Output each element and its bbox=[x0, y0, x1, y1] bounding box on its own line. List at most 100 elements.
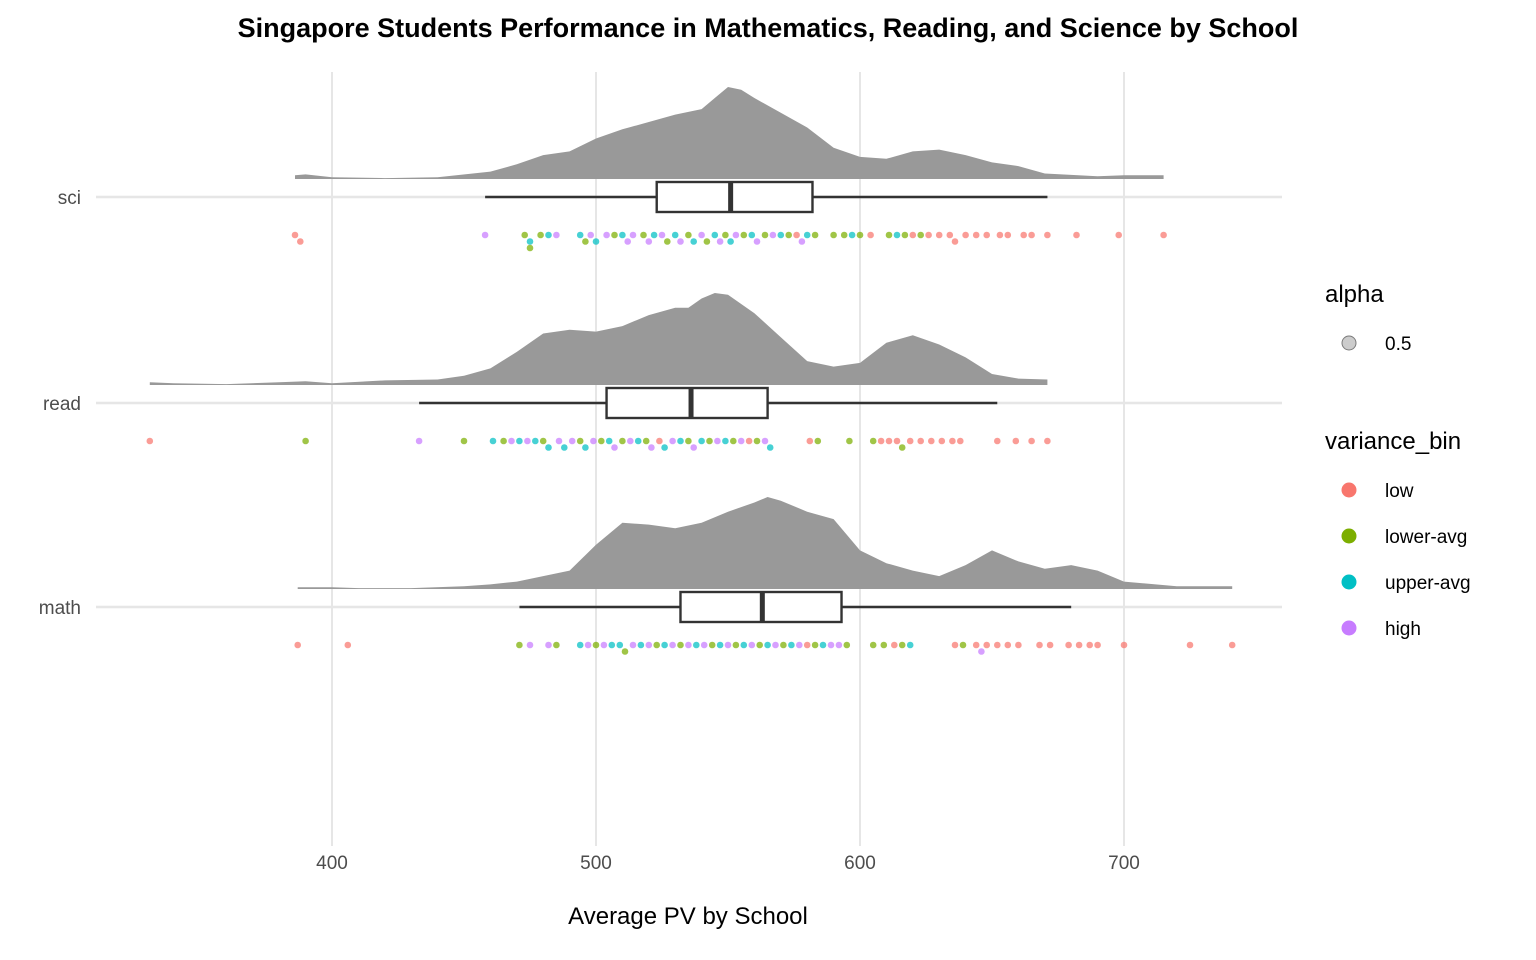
point-sci-19 bbox=[645, 238, 653, 245]
point-math-13 bbox=[629, 641, 637, 649]
point-sci-29 bbox=[711, 231, 719, 239]
point-math-29 bbox=[756, 641, 763, 649]
point-sci-7 bbox=[545, 231, 552, 239]
point-math-39 bbox=[835, 641, 843, 649]
point-read-43 bbox=[814, 437, 822, 445]
point-read-22 bbox=[627, 437, 634, 445]
point-math-57 bbox=[1075, 641, 1083, 649]
point-sci-2 bbox=[481, 231, 489, 239]
point-sci-10 bbox=[582, 238, 589, 245]
chart-title: Singapore Students Performance in Mathem… bbox=[238, 13, 1299, 43]
point-sci-69 bbox=[1160, 231, 1167, 239]
point-sci-18 bbox=[640, 231, 647, 239]
point-read-9 bbox=[532, 437, 539, 445]
point-sci-17 bbox=[629, 231, 637, 239]
point-read-18 bbox=[598, 437, 605, 445]
point-sci-36 bbox=[753, 238, 761, 245]
point-sci-58 bbox=[951, 238, 959, 245]
point-sci-13 bbox=[603, 231, 610, 239]
point-math-40 bbox=[843, 641, 851, 649]
y-tick-label-sci: sci bbox=[58, 188, 81, 209]
point-sci-25 bbox=[685, 231, 692, 239]
point-math-43 bbox=[891, 641, 898, 649]
point-read-49 bbox=[898, 444, 906, 451]
point-sci-27 bbox=[698, 231, 705, 239]
point-math-58 bbox=[1086, 641, 1093, 649]
point-sci-53 bbox=[909, 231, 917, 239]
point-read-52 bbox=[928, 437, 935, 445]
point-read-26 bbox=[656, 437, 663, 445]
point-sci-22 bbox=[664, 238, 671, 245]
point-math-0 bbox=[294, 641, 302, 649]
point-sci-68 bbox=[1115, 231, 1122, 239]
point-sci-46 bbox=[840, 231, 848, 239]
point-read-6 bbox=[508, 437, 515, 445]
point-read-28 bbox=[669, 437, 676, 445]
point-sci-16 bbox=[624, 238, 631, 245]
point-math-3 bbox=[526, 641, 534, 649]
point-sci-57 bbox=[946, 231, 954, 239]
legend-key-low bbox=[1341, 482, 1357, 498]
point-math-26 bbox=[732, 641, 740, 649]
point-sci-44 bbox=[811, 231, 819, 239]
x-tick-label-600: 600 bbox=[844, 853, 876, 874]
point-math-33 bbox=[788, 641, 795, 649]
y-tick-label-read: read bbox=[43, 394, 81, 415]
point-read-48 bbox=[893, 437, 901, 445]
point-math-46 bbox=[951, 641, 959, 649]
point-sci-40 bbox=[785, 231, 792, 239]
point-sci-63 bbox=[1004, 231, 1012, 239]
point-sci-3 bbox=[521, 231, 528, 239]
point-math-10 bbox=[608, 641, 616, 649]
series-sci bbox=[291, 87, 1167, 252]
point-sci-60 bbox=[972, 231, 980, 239]
point-sci-8 bbox=[553, 231, 560, 239]
point-math-42 bbox=[880, 641, 888, 649]
point-sci-1 bbox=[297, 238, 304, 245]
x-tick-label-700: 700 bbox=[1108, 853, 1140, 874]
point-math-60 bbox=[1120, 641, 1128, 649]
x-tick-label-400: 400 bbox=[316, 853, 348, 874]
point-read-31 bbox=[690, 444, 697, 451]
series-read bbox=[146, 293, 1051, 451]
point-read-34 bbox=[714, 437, 721, 445]
point-sci-45 bbox=[830, 231, 837, 239]
point-math-2 bbox=[516, 641, 523, 649]
point-sci-35 bbox=[748, 231, 756, 239]
point-sci-55 bbox=[925, 231, 932, 239]
point-sci-31 bbox=[722, 231, 729, 239]
point-read-45 bbox=[869, 437, 877, 445]
point-sci-59 bbox=[962, 231, 969, 239]
x-axis-ticks: 400 500 600 700 bbox=[316, 853, 1140, 874]
point-read-14 bbox=[568, 437, 576, 445]
legend-alpha-value: 0.5 bbox=[1385, 334, 1411, 355]
legend-key-high bbox=[1341, 620, 1357, 636]
point-read-15 bbox=[576, 437, 584, 445]
point-read-44 bbox=[846, 437, 853, 445]
point-read-40 bbox=[761, 437, 769, 445]
legend-variance-title: variance_bin bbox=[1325, 428, 1461, 455]
point-read-12 bbox=[555, 437, 563, 445]
point-sci-5 bbox=[526, 244, 534, 252]
point-sci-47 bbox=[848, 231, 856, 239]
point-math-37 bbox=[819, 641, 827, 649]
point-math-49 bbox=[978, 648, 985, 655]
legend-key-lower-avg bbox=[1341, 528, 1357, 544]
point-read-20 bbox=[611, 444, 618, 451]
point-math-6 bbox=[576, 641, 584, 649]
point-sci-61 bbox=[983, 231, 990, 239]
point-math-22 bbox=[700, 641, 708, 649]
point-math-55 bbox=[1046, 641, 1054, 649]
point-read-47 bbox=[885, 437, 893, 445]
point-math-56 bbox=[1065, 641, 1072, 649]
point-math-15 bbox=[645, 641, 653, 649]
point-sci-42 bbox=[798, 238, 806, 245]
point-read-33 bbox=[706, 437, 713, 445]
point-read-57 bbox=[1012, 437, 1020, 445]
point-math-21 bbox=[693, 641, 700, 649]
point-math-48 bbox=[972, 641, 980, 649]
box-read bbox=[605, 386, 769, 420]
point-sci-66 bbox=[1044, 231, 1051, 239]
point-read-25 bbox=[648, 444, 655, 451]
point-read-11 bbox=[545, 444, 552, 451]
